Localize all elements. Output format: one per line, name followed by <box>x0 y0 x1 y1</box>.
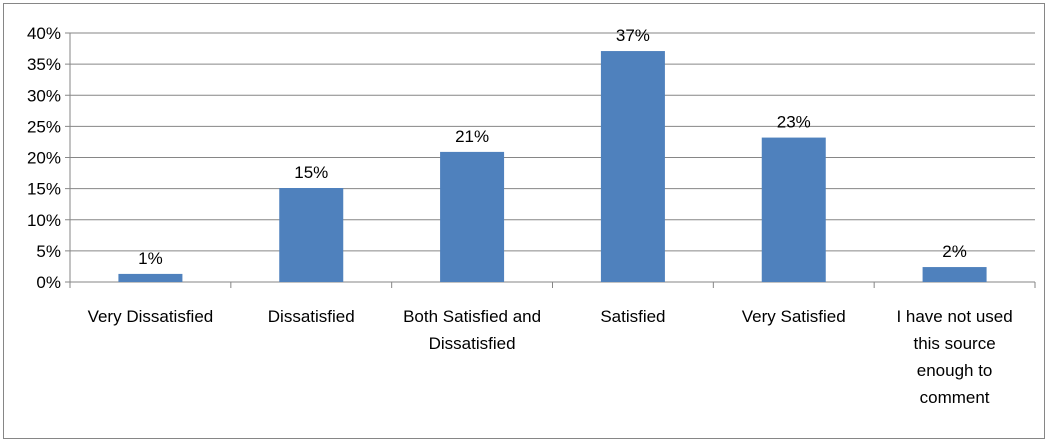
category-label: Satisfied <box>600 307 665 326</box>
y-tick-label: 40% <box>27 24 61 43</box>
category-label: Dissatisfied <box>268 307 355 326</box>
y-tick-label: 30% <box>27 86 61 105</box>
data-label: 37% <box>616 26 650 45</box>
category-label: comment <box>920 388 990 407</box>
y-tick-label: 0% <box>36 273 61 292</box>
data-label: 2% <box>942 242 967 261</box>
y-tick-label: 5% <box>36 242 61 261</box>
bar <box>118 273 183 282</box>
category-label: this source <box>913 334 995 353</box>
y-tick-label: 15% <box>27 180 61 199</box>
bar <box>600 51 665 282</box>
bar <box>440 151 505 282</box>
y-tick-label: 25% <box>27 117 61 136</box>
category-label: Very Satisfied <box>742 307 846 326</box>
category-label: Both Satisfied and <box>403 307 541 326</box>
bar <box>279 188 344 282</box>
category-label: Dissatisfied <box>429 334 516 353</box>
chart-frame <box>3 3 1045 439</box>
category-label: Very Dissatisfied <box>88 307 214 326</box>
category-label: enough to <box>917 361 993 380</box>
data-label: 23% <box>777 113 811 132</box>
data-label: 21% <box>455 127 489 146</box>
category-label: I have not used <box>896 307 1012 326</box>
y-tick-label: 20% <box>27 149 61 168</box>
y-tick-label: 35% <box>27 55 61 74</box>
data-label: 15% <box>294 163 328 182</box>
y-tick-label: 10% <box>27 211 61 230</box>
data-label: 1% <box>138 249 163 268</box>
bar <box>922 267 987 282</box>
bar <box>761 137 826 282</box>
